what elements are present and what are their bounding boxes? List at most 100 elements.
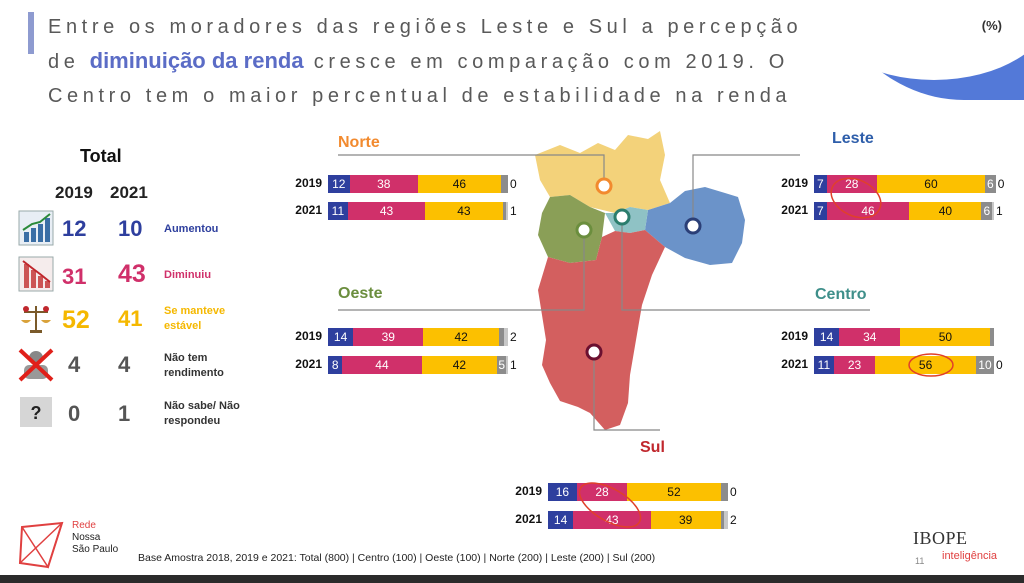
total-estavel-label: Se manteve estável [164, 305, 226, 332]
leste-bar-2021: 7 46 40 6 [814, 202, 994, 220]
norte-year-label-2019: 2019 [295, 176, 322, 190]
centro-bar-2021: 11 23 56 10 [814, 356, 994, 374]
norte-segment-estavel-2019: 46 [417, 175, 501, 193]
centro-year-label-2021: 2021 [781, 357, 808, 371]
total-nao-tem-2021: 4 [118, 352, 131, 377]
leste-segment-nao-tem-2019: 6 [984, 175, 996, 193]
centro-segment-nao-tem-2019 [990, 328, 994, 346]
norte-segment-nao-tem-2021 [502, 202, 507, 220]
map-region-sul [538, 230, 665, 430]
oeste-segment-nao-tem-2019 [498, 328, 505, 346]
leste-segment-estavel-2019: 60 [876, 175, 985, 193]
total-nao-sabe-2021: 1 [118, 401, 131, 426]
oeste-end-label-2019: 2 [510, 330, 517, 344]
total-year-2019: 2019 [55, 183, 93, 202]
oeste-marker [575, 221, 593, 239]
unit-label: (%) [981, 18, 1002, 33]
leste-segment-estavel-2021: 40 [909, 202, 982, 220]
title-line-1: Entre os moradores das regiões Leste e S… [48, 16, 803, 38]
leste-year-label-2021: 2021 [781, 203, 808, 217]
norte-bar-2021: 11 43 43 [328, 202, 508, 220]
oeste-segment-aumentou-2021: 8 [328, 356, 343, 374]
total-nao-sabe-label: Não sabe/ Não respondeu [164, 400, 240, 427]
total-estavel-2019: 52 [62, 306, 90, 334]
centro-year-label-2019: 2019 [781, 329, 808, 343]
oeste-segment-diminuiu-2021: 44 [342, 356, 422, 374]
norte-segment-estavel-2021: 43 [425, 202, 503, 220]
oeste-year-label-2019: 2019 [295, 329, 322, 343]
total-heading: Total [80, 146, 122, 166]
oeste-end-label-2021: 1 [510, 358, 517, 372]
leste-year-label-2019: 2019 [781, 176, 808, 190]
oeste-segment-estavel-2021: 42 [421, 356, 498, 374]
leste-segment-diminuiu-2021: 46 [826, 202, 910, 220]
sul-segment-aumentou-2019: 16 [548, 483, 577, 501]
logo-line-3: São Paulo [72, 544, 119, 555]
sul-year-label-2021: 2021 [515, 512, 542, 526]
rede-nossa-logo-icon [18, 521, 64, 569]
oeste-segment-nao-tem-2021: 5 [497, 356, 507, 374]
total-aumentou-2021: 10 [118, 216, 143, 241]
leste-segment-diminuiu-2019: 28 [826, 175, 877, 193]
norte-end-label-2019: 0 [510, 177, 517, 191]
sul-segment-nao-sabe-2021 [724, 511, 728, 529]
centro-segment-estavel-2019: 50 [900, 328, 991, 346]
sul-segment-estavel-2019: 52 [627, 483, 721, 501]
rede-nossa-logo-text: Rede Nossa São Paulo [72, 520, 118, 556]
question-icon: ? [20, 397, 52, 427]
bottom-strip [0, 575, 1024, 583]
scale-icon [21, 306, 51, 333]
region-label-centro: Centro [815, 286, 867, 303]
title-line-2-prefix: de [48, 51, 80, 73]
norte-segment-aumentou-2021: 11 [328, 202, 348, 220]
sul-segment-diminuiu-2019: 28 [576, 483, 628, 501]
oeste-segment-nao-sabe-2019 [504, 328, 508, 346]
ibope-subtitle: inteligência [942, 550, 998, 562]
norte-year-label-2021: 2021 [295, 203, 322, 217]
total-nao-tem-2019: 4 [68, 352, 81, 377]
slide-title: Entre os moradores das regiões Leste e S… [48, 10, 848, 113]
total-estavel-2021: 41 [118, 306, 143, 331]
sul-segment-estavel-2021: 39 [650, 511, 721, 529]
region-label-sul: Sul [640, 439, 665, 456]
map-region-norte [535, 131, 670, 213]
total-aumentou-label: Aumentou [164, 223, 219, 235]
svg-text:?: ? [31, 403, 42, 423]
region-label-oeste: Oeste [338, 285, 383, 302]
logo-line-1: Rede [72, 520, 96, 531]
norte-segment-aumentou-2019: 12 [328, 175, 350, 193]
norte-segment-nao-tem-2019 [500, 175, 508, 193]
map-region-oeste [538, 195, 605, 263]
sul-year-label-2019: 2019 [515, 484, 542, 498]
norte-marker [595, 177, 613, 195]
sul-marker [585, 343, 603, 361]
norte-bar-2019: 12 38 46 [328, 175, 508, 193]
footer-base-note: Base Amostra 2018, 2019 e 2021: Total (8… [138, 552, 656, 564]
region-label-leste: Leste [832, 130, 874, 147]
sul-segment-aumentou-2021: 14 [548, 511, 574, 529]
total-diminuiu-2019: 31 [62, 264, 87, 289]
leste-segment-aumentou-2019: 7 [814, 175, 827, 193]
centro-end-label-2021: 0 [996, 358, 1003, 372]
total-diminuiu-2021: 43 [118, 260, 146, 288]
centro-marker [613, 208, 631, 226]
sul-end-label-2021: 2 [730, 513, 737, 527]
sul-bar-2021: 14 43 39 [548, 511, 728, 529]
no-income-icon [18, 348, 54, 382]
centro-segment-nao-tem-2021: 10 [975, 356, 994, 374]
sul-segment-diminuiu-2021: 43 [573, 511, 651, 529]
logo-line-2: Nossa [72, 532, 101, 543]
chart-up-icon [18, 210, 54, 246]
title-line-2: de diminuição da renda cresce em compara… [48, 44, 848, 79]
page-number: 11 [915, 556, 925, 566]
centro-segment-estavel-2021: 56 [875, 356, 976, 374]
title-highlight: diminuição da renda [89, 48, 304, 73]
norte-segment-diminuiu-2021: 43 [347, 202, 426, 220]
oeste-segment-nao-sabe-2021 [506, 356, 508, 374]
centro-segment-diminuiu-2021: 23 [833, 356, 876, 374]
leste-segment-nao-sabe-2021 [992, 202, 994, 220]
title-line-3: Centro tem o maior percentual de estabil… [48, 85, 792, 107]
ibope-logo: IBOPE [913, 528, 968, 548]
